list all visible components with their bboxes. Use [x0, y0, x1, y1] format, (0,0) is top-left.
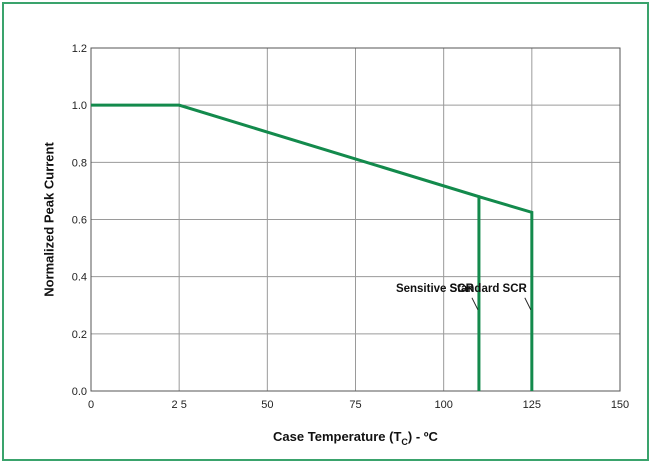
x-axis-title-subscript: C — [401, 437, 408, 447]
y-axis-title: Normalized Peak Current — [41, 142, 56, 297]
y-tick-label: 1.0 — [72, 100, 87, 112]
plot-border — [90, 47, 621, 392]
x-tick-label: 2 5 — [172, 399, 187, 411]
x-tick-label: 100 — [434, 399, 452, 411]
grid — [90, 47, 621, 392]
annotation-leader-0 — [471, 297, 479, 311]
y-tick-label: 0.0 — [72, 386, 87, 398]
x-tick-label: 75 — [349, 399, 361, 411]
x-tick-label: 50 — [261, 399, 273, 411]
x-tick-label: 0 — [88, 399, 94, 411]
series-line-0 — [91, 103, 481, 391]
annotation-label-1: Standard SCR — [450, 283, 528, 295]
annotation-label-0: Sensitive SCR — [396, 283, 475, 295]
annotation-leader-1 — [524, 297, 532, 311]
x-axis-title: Case Temperature (TC) - ºC — [273, 429, 438, 447]
y-tick-label: 1.2 — [72, 43, 87, 55]
y-tick-label: 0.4 — [72, 272, 87, 284]
series-line-1 — [478, 195, 534, 391]
x-tick-label: 150 — [611, 399, 629, 411]
x-axis-title-main: Case Temperature (T — [273, 429, 401, 444]
chart-frame — [2, 2, 649, 461]
y-tick-label: 0.6 — [72, 215, 87, 227]
series-lines — [91, 103, 534, 391]
x-tick-label: 125 — [523, 399, 541, 411]
x-axis-title-tail: ) - ºC — [408, 429, 439, 444]
y-tick-label: 0.8 — [72, 157, 87, 169]
y-tick-label: 0.2 — [72, 329, 87, 341]
